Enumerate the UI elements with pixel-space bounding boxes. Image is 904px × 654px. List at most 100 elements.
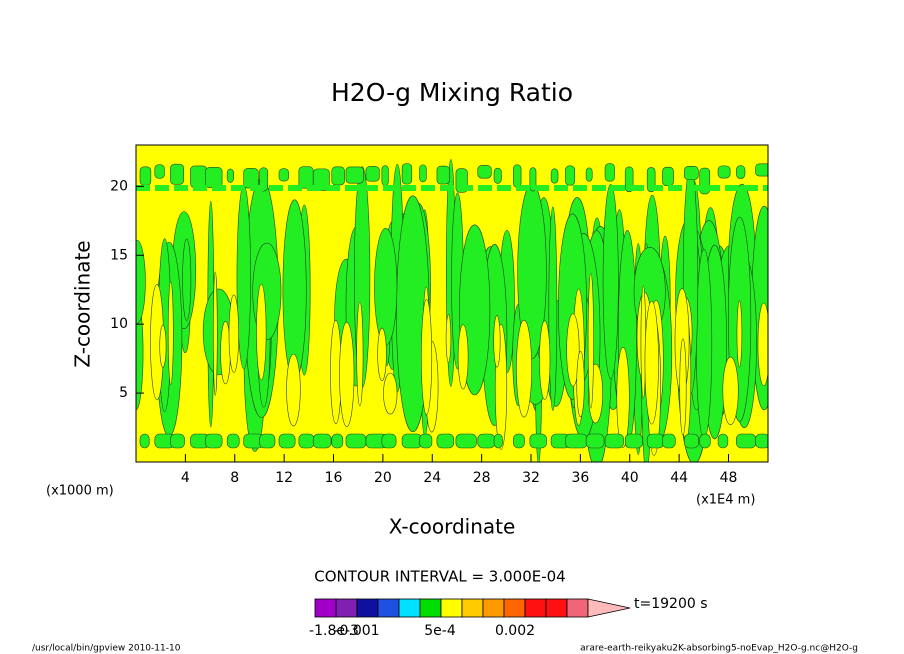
x-tick-label: 12 (275, 470, 293, 486)
contour-patch (190, 165, 208, 188)
contour-patch (339, 321, 355, 427)
contour-patch (282, 199, 307, 381)
contour-patch (205, 167, 223, 188)
footer-left: /usr/local/bin/gpview 2010-11-10 (32, 644, 181, 654)
contour-patch (256, 283, 267, 381)
contour-patch (259, 433, 276, 449)
contour-patch (377, 327, 387, 381)
contour-patch (383, 372, 398, 415)
colorbar-triangle (587, 598, 631, 618)
contour-patch (696, 249, 713, 439)
contour-patch (345, 166, 364, 184)
x-axis-label: X-coordinate (389, 515, 516, 539)
x-tick-label: 32 (522, 470, 540, 486)
colorbar-box (482, 598, 505, 618)
contour-patch (602, 184, 619, 380)
contour-patch (312, 433, 332, 449)
contour-patch (604, 433, 624, 449)
contour-patch (331, 166, 345, 186)
x-tick-label: 36 (571, 470, 589, 486)
x-tick-label: 44 (670, 470, 688, 486)
contour-patch (139, 433, 150, 449)
x-tick-label: 8 (230, 470, 239, 486)
contour-patch (167, 281, 174, 385)
contour-patch (477, 433, 496, 449)
contour-patch (401, 433, 423, 449)
contour-patch (457, 324, 469, 390)
contour-patch (616, 346, 630, 448)
plot-frame (135, 144, 769, 463)
colorbar-label: 0.002 (495, 623, 535, 639)
contour-patch (445, 314, 452, 363)
colorbar-box (377, 598, 400, 618)
colorbar-box (503, 598, 526, 618)
contour-patch (381, 165, 389, 186)
colorbar-box (461, 598, 484, 618)
contour-field (136, 159, 768, 462)
time-label: t=19200 s (634, 596, 708, 612)
contour-patch (550, 168, 559, 184)
contour-patch (436, 433, 455, 449)
colorbar-box (314, 598, 337, 618)
y-tick-label: 10 (110, 316, 128, 332)
contour-patch (513, 164, 522, 188)
contour-patch (226, 168, 234, 183)
x-tick-label: 48 (720, 470, 738, 486)
colorbar-box (440, 598, 463, 618)
colorbar-box (335, 598, 358, 618)
contour-patch (529, 433, 547, 449)
contour-patch (493, 167, 502, 184)
colorbar-label: -0.001 (334, 623, 379, 639)
contour-patch (699, 433, 711, 449)
contour-patch (170, 163, 185, 185)
contour-patch (566, 313, 580, 387)
contour-patch (585, 433, 605, 449)
contour-interval: CONTOUR INTERVAL = 3.000E-04 (314, 568, 565, 586)
contour-patch (365, 166, 380, 182)
contour-patch (717, 433, 729, 449)
contour-patch (205, 433, 223, 449)
y-tick-label: 5 (119, 385, 128, 401)
colorbar-box (356, 598, 379, 618)
contour-patch (736, 433, 757, 449)
contour-patch (356, 301, 364, 407)
colorbar-box (566, 598, 589, 618)
contour-patch (736, 165, 746, 179)
footer-right: arare-earth-reikyaku2K-absorbing5-noEvap… (580, 644, 858, 654)
contour-patch (182, 238, 192, 321)
contour-patch (684, 166, 699, 181)
x-unit: (x1000 m) (46, 484, 114, 499)
contour-patch (477, 165, 492, 179)
contour-patch (755, 433, 768, 449)
contour-patch (170, 433, 185, 449)
contour-patch (139, 166, 152, 186)
contour-patch (286, 353, 301, 427)
contour-patch (278, 433, 296, 449)
y-tick-label: 15 (110, 247, 128, 263)
contour-patch (298, 166, 314, 189)
contour-patch (154, 164, 165, 179)
contour-patch (684, 433, 699, 449)
contour-patch (331, 433, 344, 449)
contour-patch (516, 319, 532, 418)
contour-patch (565, 165, 576, 186)
contour-patch (604, 163, 615, 182)
contour-patch (136, 239, 146, 324)
colorbar-label: -1.8e-3 (309, 623, 359, 639)
contour-patch (624, 433, 643, 449)
x-tick-label: 20 (374, 470, 392, 486)
contour-patch (381, 433, 397, 449)
contour-patch (644, 300, 659, 425)
contour-patch (298, 433, 315, 449)
chart-title: H2O-g Mixing Ratio (331, 78, 573, 107)
contour-patch (662, 166, 674, 186)
x-tick-label: 16 (325, 470, 343, 486)
contour-patch (493, 315, 501, 368)
contour-patch (212, 271, 218, 396)
contour-patch (421, 299, 433, 415)
contour-patch (576, 350, 585, 418)
contour-patch (228, 294, 240, 373)
contour-patch (736, 300, 743, 368)
contour-patch (493, 433, 503, 449)
contour-patch (587, 273, 594, 409)
